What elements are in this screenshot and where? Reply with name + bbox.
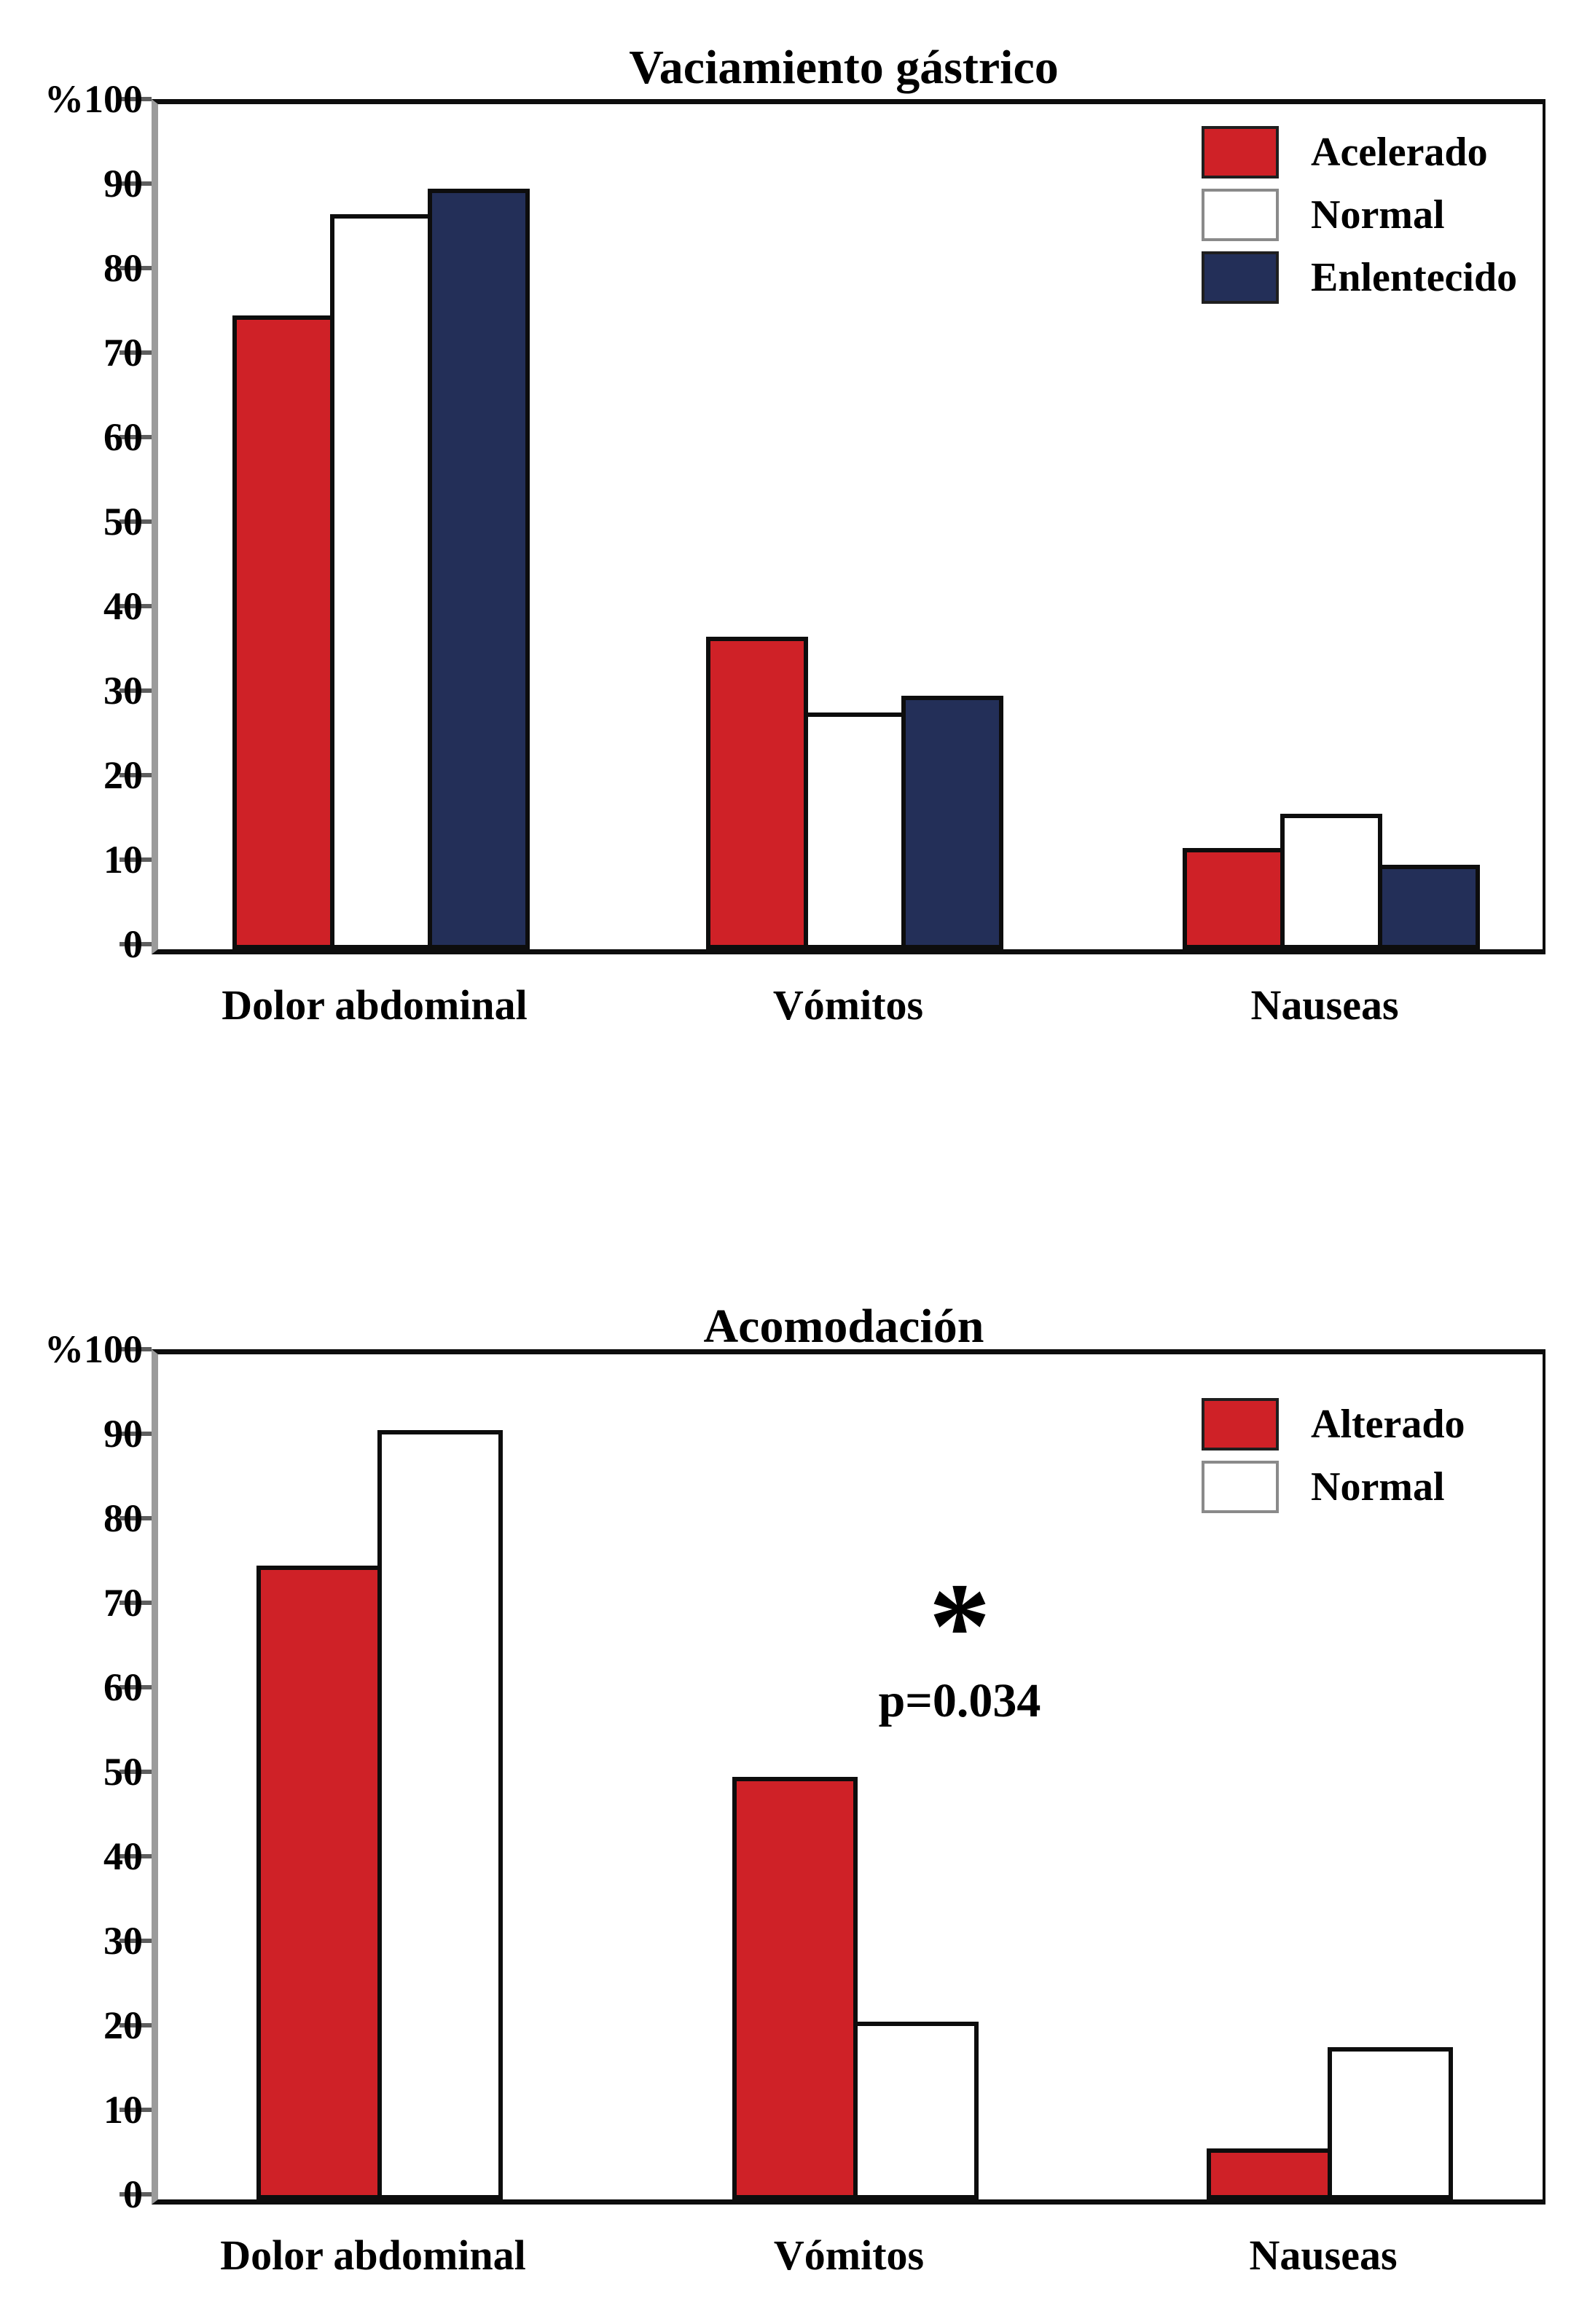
legend-label: Normal	[1311, 192, 1445, 237]
y-tick-mark	[119, 350, 152, 355]
y-tick-label: 90	[103, 162, 143, 205]
legend: Acelerado Normal Enlentecido	[1202, 126, 1517, 304]
y-tick-mark	[119, 688, 152, 693]
y-tick-mark	[119, 1601, 152, 1605]
y-tick-mark	[119, 604, 152, 608]
significance-asterisk: *	[928, 1558, 991, 1695]
bar-enlentecido-vómitos	[901, 696, 1003, 949]
y-tick-mark	[119, 97, 152, 101]
y-tick-label: %100	[44, 1327, 143, 1371]
y-tick-mark	[119, 1770, 152, 1774]
bar-normal-vómitos	[804, 712, 906, 949]
category-label-vómitos: Vómitos	[772, 981, 924, 1029]
y-tick-mark	[119, 2023, 152, 2027]
legend-item-enlentecido: Enlentecido	[1202, 251, 1517, 304]
y-tick-label: %100	[44, 77, 143, 121]
legend-label: Normal	[1311, 1464, 1445, 1510]
legend-item-acelerado: Acelerado	[1202, 126, 1517, 178]
y-tick-label: 0	[123, 2172, 143, 2216]
bar-alterado-nauseas	[1207, 2148, 1332, 2199]
plot-area: Alterado Normal * p=0.034	[152, 1349, 1545, 2205]
legend: Alterado Normal	[1202, 1398, 1465, 1513]
chart-title: Vaciamiento gástrico	[629, 40, 1059, 94]
bar-alterado-vómitos	[732, 1777, 858, 2199]
y-tick-mark	[119, 1685, 152, 1689]
category-label-vómitos: Vómitos	[773, 2231, 925, 2279]
bar-acelerado-nauseas	[1183, 847, 1285, 949]
category-label-dolor-abdominal: Dolor abdominal	[222, 981, 528, 1029]
legend-item-normal: Normal	[1202, 189, 1517, 241]
p-value-label: p=0.034	[878, 1674, 1041, 1727]
y-tick-label: 80	[103, 1496, 143, 1540]
y-tick-label: 0	[123, 922, 143, 966]
bar-alterado-dolor-abdominal	[256, 1566, 382, 2199]
y-tick-label: 20	[103, 2003, 143, 2047]
y-tick-mark	[119, 2192, 152, 2197]
y-tick-label: 50	[103, 500, 143, 543]
y-tick-mark	[119, 857, 152, 862]
plot-bars-layer	[158, 1354, 1543, 2199]
y-tick-label: 80	[103, 246, 143, 290]
legend-label: Alterado	[1311, 1402, 1465, 1447]
y-tick-mark	[119, 519, 152, 524]
bar-normal-nauseas	[1280, 814, 1382, 949]
legend-swatch-normal	[1202, 189, 1279, 241]
bar-normal-vómitos	[853, 2022, 979, 2199]
category-label-nauseas: Nauseas	[1250, 981, 1399, 1029]
y-tick-label: 30	[103, 1919, 143, 1963]
bar-normal-nauseas	[1328, 2047, 1453, 2199]
y-tick-mark	[119, 435, 152, 439]
bar-normal-dolor-abdominal	[377, 1430, 503, 2199]
bar-enlentecido-nauseas	[1378, 865, 1480, 949]
y-tick-label: 60	[103, 1665, 143, 1709]
y-tick-mark	[119, 942, 152, 946]
y-tick-label: 70	[103, 331, 143, 374]
bar-normal-dolor-abdominal	[330, 213, 432, 949]
y-tick-mark	[119, 2108, 152, 2112]
legend-label: Acelerado	[1311, 130, 1488, 175]
y-tick-label: 50	[103, 1750, 143, 1794]
legend-swatch-normal	[1202, 1461, 1279, 1513]
bar-enlentecido-dolor-abdominal	[428, 189, 530, 949]
y-tick-label: 10	[103, 838, 143, 882]
y-tick-mark	[119, 181, 152, 186]
y-tick-mark	[119, 266, 152, 270]
y-tick-label: 10	[103, 2088, 143, 2132]
y-tick-mark	[119, 1939, 152, 1943]
y-tick-label: 90	[103, 1412, 143, 1456]
legend-swatch-acelerado	[1202, 126, 1279, 178]
y-tick-label: 20	[103, 753, 143, 797]
y-tick-label: 30	[103, 669, 143, 712]
y-tick-label: 60	[103, 415, 143, 459]
category-label-dolor-abdominal: Dolor abdominal	[220, 2231, 526, 2279]
legend-swatch-enlentecido	[1202, 251, 1279, 304]
y-tick-mark	[119, 1432, 152, 1436]
y-tick-label: 40	[103, 584, 143, 628]
legend-label: Enlentecido	[1311, 255, 1518, 300]
legend-item-alterado: Alterado	[1202, 1398, 1465, 1450]
y-tick-mark	[119, 773, 152, 777]
y-tick-mark	[119, 1854, 152, 1858]
y-tick-mark	[119, 1347, 152, 1351]
bar-acelerado-dolor-abdominal	[232, 315, 334, 949]
y-tick-mark	[119, 1516, 152, 1520]
y-tick-label: 40	[103, 1834, 143, 1878]
plot-area: Acelerado Normal Enlentecido	[152, 99, 1545, 954]
chart-title: Acomodación	[703, 1299, 984, 1353]
y-tick-label: 70	[103, 1581, 143, 1625]
bar-acelerado-vómitos	[706, 636, 808, 949]
legend-item-normal: Normal	[1202, 1461, 1465, 1513]
category-label-nauseas: Nauseas	[1249, 2231, 1398, 2279]
legend-swatch-alterado	[1202, 1398, 1279, 1450]
plot-bars-layer	[158, 104, 1543, 949]
